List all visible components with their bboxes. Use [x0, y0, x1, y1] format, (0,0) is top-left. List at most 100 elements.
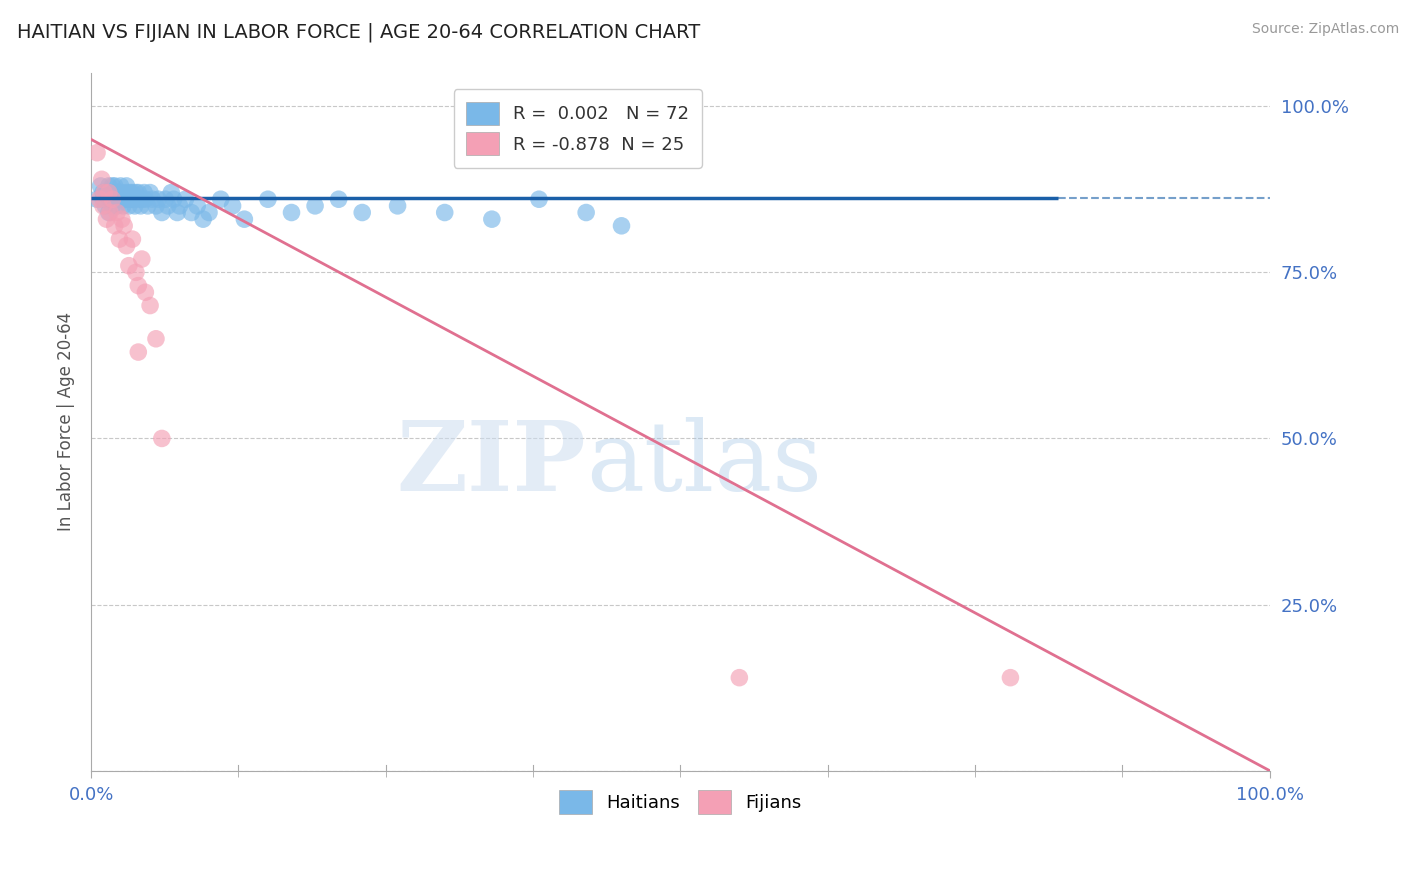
- Point: [91, 199, 114, 213]
- Point: [120, 192, 142, 206]
- Point: [131, 192, 153, 206]
- Point: [139, 299, 162, 313]
- Point: [97, 186, 120, 200]
- Point: [124, 199, 146, 213]
- Point: [134, 186, 156, 200]
- Point: [209, 192, 232, 206]
- Point: [150, 432, 173, 446]
- Point: [145, 332, 167, 346]
- Point: [98, 205, 121, 219]
- Point: [107, 186, 129, 200]
- Point: [115, 186, 138, 200]
- Point: [115, 178, 138, 193]
- Point: [86, 145, 108, 160]
- Point: [112, 219, 135, 233]
- Point: [304, 199, 326, 213]
- Point: [160, 186, 183, 200]
- Point: [148, 192, 170, 206]
- Point: [221, 199, 243, 213]
- Point: [174, 192, 197, 206]
- Point: [136, 199, 159, 213]
- Point: [125, 265, 148, 279]
- Point: [117, 192, 139, 206]
- Legend: Haitians, Fijians: Haitians, Fijians: [548, 780, 813, 824]
- Point: [156, 199, 179, 213]
- Point: [125, 186, 148, 200]
- Point: [101, 178, 124, 193]
- Point: [169, 199, 191, 213]
- Text: HAITIAN VS FIJIAN IN LABOR FORCE | AGE 20-64 CORRELATION CHART: HAITIAN VS FIJIAN IN LABOR FORCE | AGE 2…: [17, 22, 700, 42]
- Point: [728, 671, 751, 685]
- Point: [141, 192, 163, 206]
- Point: [112, 192, 135, 206]
- Point: [610, 219, 633, 233]
- Point: [98, 192, 121, 206]
- Point: [134, 285, 156, 300]
- Point: [101, 192, 124, 206]
- Point: [186, 199, 208, 213]
- Point: [96, 212, 118, 227]
- Point: [104, 192, 127, 206]
- Point: [352, 205, 374, 219]
- Point: [129, 199, 152, 213]
- Point: [575, 205, 598, 219]
- Point: [100, 186, 122, 200]
- Point: [166, 205, 188, 219]
- Point: [280, 205, 302, 219]
- Point: [111, 186, 134, 200]
- Point: [180, 205, 202, 219]
- Point: [134, 192, 156, 206]
- Point: [118, 199, 141, 213]
- Point: [96, 186, 118, 200]
- Point: [127, 192, 149, 206]
- Point: [139, 186, 162, 200]
- Point: [105, 199, 128, 213]
- Point: [1000, 671, 1022, 685]
- Point: [127, 345, 149, 359]
- Point: [110, 192, 132, 206]
- Point: [105, 205, 128, 219]
- Point: [121, 232, 143, 246]
- Text: ZIP: ZIP: [396, 417, 586, 511]
- Point: [91, 192, 114, 206]
- Point: [150, 205, 173, 219]
- Point: [145, 199, 167, 213]
- Point: [127, 186, 149, 200]
- Point: [90, 172, 112, 186]
- Point: [86, 192, 108, 206]
- Point: [111, 212, 134, 227]
- Point: [233, 212, 256, 227]
- Point: [191, 212, 214, 227]
- Text: Source: ZipAtlas.com: Source: ZipAtlas.com: [1251, 22, 1399, 37]
- Y-axis label: In Labor Force | Age 20-64: In Labor Force | Age 20-64: [58, 312, 75, 532]
- Point: [104, 192, 127, 206]
- Point: [481, 212, 503, 227]
- Point: [257, 192, 280, 206]
- Point: [163, 192, 186, 206]
- Point: [110, 178, 132, 193]
- Point: [127, 278, 149, 293]
- Point: [91, 186, 114, 200]
- Point: [131, 252, 153, 266]
- Point: [94, 199, 117, 213]
- Point: [527, 192, 550, 206]
- Text: atlas: atlas: [586, 417, 823, 511]
- Point: [328, 192, 350, 206]
- Point: [108, 192, 131, 206]
- Point: [198, 205, 221, 219]
- Point: [93, 186, 115, 200]
- Point: [90, 178, 112, 193]
- Point: [118, 186, 141, 200]
- Point: [387, 199, 409, 213]
- Point: [104, 219, 127, 233]
- Point: [105, 186, 128, 200]
- Point: [115, 239, 138, 253]
- Point: [433, 205, 456, 219]
- Point: [121, 186, 143, 200]
- Point: [118, 259, 141, 273]
- Point: [111, 199, 134, 213]
- Point: [104, 178, 127, 193]
- Point: [122, 192, 145, 206]
- Point: [101, 199, 124, 213]
- Point: [108, 232, 131, 246]
